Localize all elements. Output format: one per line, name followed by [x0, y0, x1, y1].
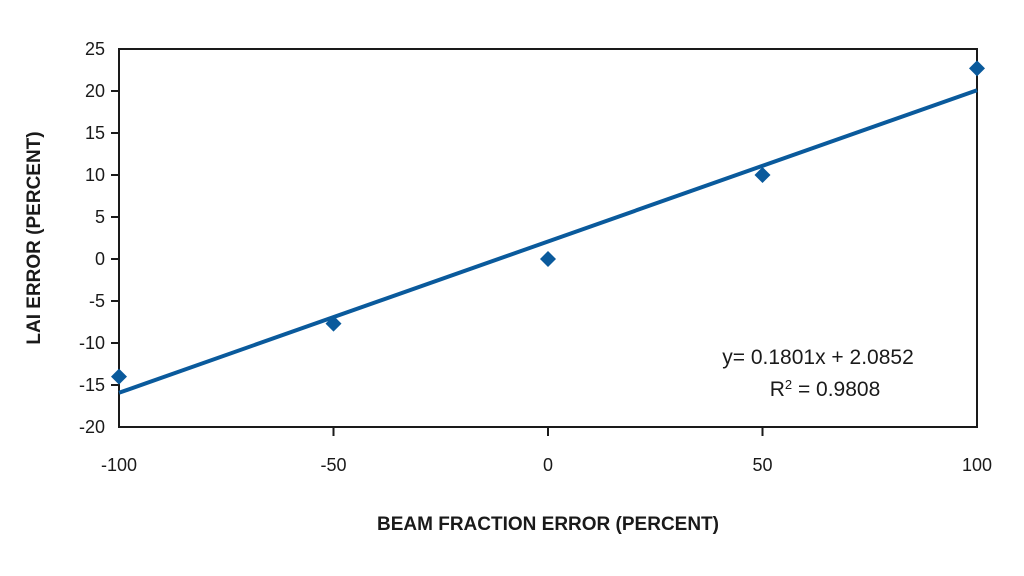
x-axis-title: BEAM FRACTION ERROR (PERCENT): [377, 514, 719, 535]
trendline: [118, 88, 978, 395]
diamond-marker: [325, 315, 342, 332]
x-tick-label: -50: [320, 455, 346, 475]
plot-area: [118, 48, 978, 428]
trendline-equation: y= 0.1801x + 2.0852: [722, 346, 914, 369]
y-tick-label: -10: [79, 333, 105, 353]
y-axis-title: LAI ERROR (PERCENT): [24, 131, 45, 344]
y-tick-label: -5: [89, 291, 105, 311]
data-points: [111, 60, 985, 385]
y-tick-label: 0: [95, 249, 105, 269]
plot-frame: [118, 48, 978, 428]
diamond-marker: [969, 60, 985, 77]
x-tick-label: 100: [962, 455, 992, 475]
y-tick-label: -15: [79, 375, 105, 395]
y-tick-label: -20: [79, 417, 105, 437]
y-tick-label: 20: [85, 81, 105, 101]
trendline-path: [118, 88, 978, 395]
x-tick-label: -100: [101, 455, 137, 475]
diamond-marker: [111, 368, 127, 385]
y-tick-label: 5: [95, 207, 105, 227]
y-axis: 25 20 15 10 5 0 -5 -10 -15 -20: [79, 39, 119, 437]
r-squared-label: R2 = 0.9808: [770, 377, 881, 402]
x-tick-label: 0: [543, 455, 553, 475]
y-tick-label: 25: [85, 39, 105, 59]
y-tick-label: 10: [85, 165, 105, 185]
x-axis: -100 -50 0 50 100: [101, 427, 992, 475]
diamond-marker: [754, 167, 771, 183]
x-tick-label: 50: [752, 455, 772, 475]
diamond-marker: [540, 251, 556, 267]
y-tick-label: 15: [85, 123, 105, 143]
